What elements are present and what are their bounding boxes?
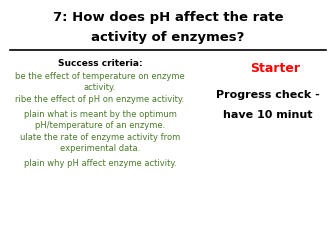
Text: be the effect of temperature on enzyme
activity.: be the effect of temperature on enzyme a…	[15, 72, 185, 92]
Text: Progress check -: Progress check -	[216, 90, 320, 100]
Text: Starter: Starter	[250, 61, 300, 75]
Text: Success criteria:: Success criteria:	[58, 58, 142, 68]
Text: ulate the rate of enzyme activity from
experimental data.: ulate the rate of enzyme activity from e…	[20, 133, 180, 153]
Text: plain what is meant by the optimum
pH/temperature of an enzyme.: plain what is meant by the optimum pH/te…	[24, 110, 176, 130]
Text: plain why pH affect enzyme activity.: plain why pH affect enzyme activity.	[24, 159, 176, 168]
Text: 7: How does pH affect the rate: 7: How does pH affect the rate	[53, 12, 283, 24]
Text: have 10 minut: have 10 minut	[223, 110, 313, 120]
Text: ribe the effect of pH on enzyme activity.: ribe the effect of pH on enzyme activity…	[15, 96, 184, 105]
Text: activity of enzymes?: activity of enzymes?	[91, 32, 245, 45]
